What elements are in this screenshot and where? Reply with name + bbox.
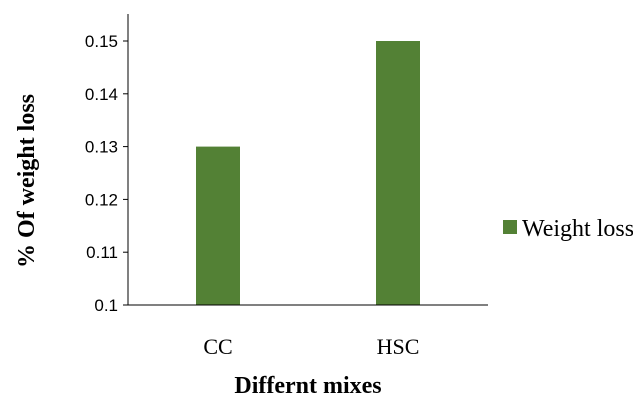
y-tick-label: 0.15 <box>85 32 118 51</box>
y-tick-label: 0.11 <box>86 243 118 262</box>
y-tick-label: 0.14 <box>85 85 118 104</box>
bar-cc <box>196 146 240 305</box>
x-category-label: HSC <box>377 334 420 359</box>
x-category-label: CC <box>203 334 232 359</box>
legend-label: Weight loss <box>522 216 633 242</box>
y-tick-label: 0.12 <box>85 190 118 209</box>
legend-swatch <box>503 220 517 234</box>
y-tick-label: 0.1 <box>94 296 118 315</box>
y-tick-label: 0.13 <box>85 138 118 157</box>
x-axis-labels: CC HSC <box>203 334 419 359</box>
bar-hsc <box>376 41 420 305</box>
y-axis-ticks: 0.1 0.11 0.12 0.13 0.14 0.15 <box>85 32 128 315</box>
legend: Weight loss <box>503 216 633 242</box>
y-axis-title: % Of weight loss <box>14 94 40 268</box>
bars <box>196 41 420 305</box>
x-axis-title: Differnt mixes <box>234 373 381 399</box>
